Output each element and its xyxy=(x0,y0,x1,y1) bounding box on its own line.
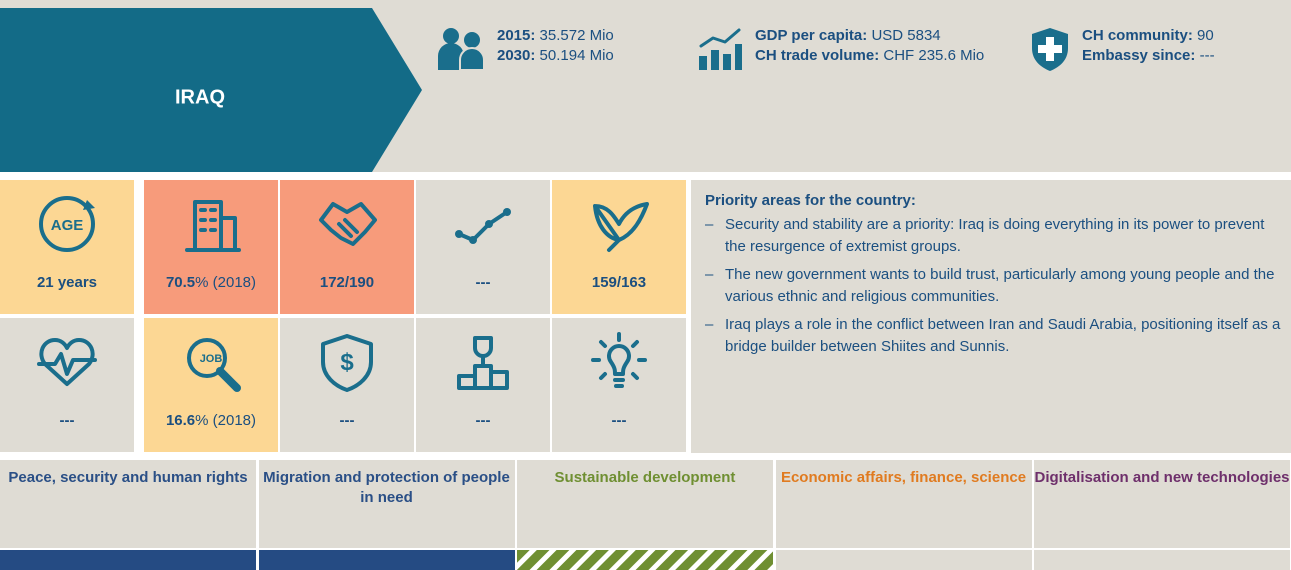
indicator-icon xyxy=(593,202,649,252)
topic-bar xyxy=(258,550,515,570)
indicator-bold: --- xyxy=(475,274,491,291)
stat-label: 2015: xyxy=(497,27,536,44)
svg-text:$: $ xyxy=(340,349,354,376)
indicator-value: --- xyxy=(280,412,414,429)
topic-heading: Sustainable development xyxy=(517,460,773,548)
stat-label: 2030: xyxy=(497,47,536,64)
indicator-value: 21 years xyxy=(0,274,134,291)
stat-group: GDP per capita: USD 5834 CH trade volume:… xyxy=(755,26,984,66)
stat-group: 2015: 35.572 Mio 2030: 50.194 Mio xyxy=(497,26,614,66)
indicator-icon: AGE xyxy=(39,196,95,252)
indicator-value: 172/190 xyxy=(280,274,414,291)
indicator-bold: 16.6 xyxy=(165,412,196,429)
indicator-icon xyxy=(37,338,97,386)
indicator-bold: --- xyxy=(475,412,491,429)
stat-value: USD 5834 xyxy=(871,27,941,44)
priority-title: Priority areas for the country: xyxy=(705,192,916,209)
indicator-value: --- xyxy=(0,412,134,429)
indicator-value: --- xyxy=(552,412,686,429)
stat-label: CH community: xyxy=(1082,27,1193,44)
stat-value: --- xyxy=(1199,47,1215,64)
indicator-tile: $ --- xyxy=(280,318,414,452)
indicator-bold: 21 years xyxy=(36,274,98,291)
stat-label: GDP per capita: xyxy=(755,27,868,44)
indicator-value: 70.5% (2018) xyxy=(144,274,278,291)
stat-group: CH community: 90 Embassy since: --- xyxy=(1082,26,1215,66)
stat-line: 2015: 35.572 Mio xyxy=(497,26,614,46)
stat-label: Embassy since: xyxy=(1082,47,1196,64)
topic-bar xyxy=(517,550,773,570)
indicator-rest: % (2018) xyxy=(195,412,257,429)
indicator-icon xyxy=(457,336,509,390)
priority-item: Iraq plays a role in the conflict betwee… xyxy=(705,314,1285,358)
stat-label: CH trade volume: xyxy=(755,47,880,64)
gdp-icon xyxy=(699,28,742,70)
stat-line: 2030: 50.194 Mio xyxy=(497,46,614,66)
indicator-bold: --- xyxy=(59,412,75,429)
indicator-value: --- xyxy=(416,412,550,429)
indicator-bold: 159/163 xyxy=(591,274,647,291)
indicator-tile: 172/190 xyxy=(280,180,414,314)
indicator-bold: --- xyxy=(611,412,627,429)
swiss-icon xyxy=(1032,28,1068,71)
topic-bar xyxy=(0,550,256,570)
topic-heading: Economic affairs, finance, science xyxy=(775,460,1032,548)
stat-line: GDP per capita: USD 5834 xyxy=(755,26,984,46)
priority-list: Security and stability are a priority: I… xyxy=(705,214,1285,364)
icon-text: JOB xyxy=(200,353,223,365)
topic-bar xyxy=(775,550,1032,570)
indicator-tile: 159/163 xyxy=(552,180,686,314)
priority-item: The new government wants to build trust,… xyxy=(705,264,1285,308)
indicator-bold: 70.5 xyxy=(165,274,196,291)
topic-heading: Digitalisation and new technologies xyxy=(1034,460,1290,548)
stat-value: 50.194 Mio xyxy=(539,47,614,64)
stat-line: CH trade volume: CHF 235.6 Mio xyxy=(755,46,984,66)
topic-heading: Migration and protection of people in ne… xyxy=(258,460,515,548)
indicator-icon xyxy=(455,208,511,244)
indicator-tile: --- xyxy=(0,318,134,452)
indicator-value: 159/163 xyxy=(552,274,686,291)
indicator-rest: % (2018) xyxy=(195,274,257,291)
indicator-tile: 70.5% (2018) xyxy=(144,180,278,314)
topic-heading: Peace, security and human rights xyxy=(0,460,256,548)
indicator-icon xyxy=(185,200,241,252)
indicator-icon xyxy=(591,332,647,388)
hatch-fill xyxy=(517,550,773,570)
indicator-tile: --- xyxy=(416,318,550,452)
topic-bar xyxy=(1034,550,1290,570)
indicator-bold: --- xyxy=(339,412,355,429)
indicator-icon xyxy=(319,202,377,246)
stat-value: 35.572 Mio xyxy=(539,27,614,44)
indicator-value: --- xyxy=(416,274,550,291)
stat-line: Embassy since: --- xyxy=(1082,46,1215,66)
indicator-tile: JOB 16.6% (2018) xyxy=(144,318,278,452)
icon-text: AGE xyxy=(51,217,84,234)
stat-line: CH community: 90 xyxy=(1082,26,1215,46)
stat-value: 90 xyxy=(1197,27,1214,44)
indicator-tile: AGE 21 years xyxy=(0,180,134,314)
indicator-bold: 172/190 xyxy=(319,274,375,291)
indicator-value: 16.6% (2018) xyxy=(144,412,278,429)
indicator-icon: JOB xyxy=(187,338,241,392)
country-banner: IRAQ xyxy=(0,8,422,172)
stat-value: CHF 235.6 Mio xyxy=(883,47,985,64)
country-name: IRAQ xyxy=(175,86,225,108)
population-icon xyxy=(438,28,485,71)
indicator-tile: --- xyxy=(552,318,686,452)
priority-item: Security and stability are a priority: I… xyxy=(705,214,1285,258)
indicator-tile: --- xyxy=(416,180,550,314)
indicator-icon: $ xyxy=(321,334,373,392)
priority-panel: Priority areas for the country: Security… xyxy=(691,180,1291,453)
